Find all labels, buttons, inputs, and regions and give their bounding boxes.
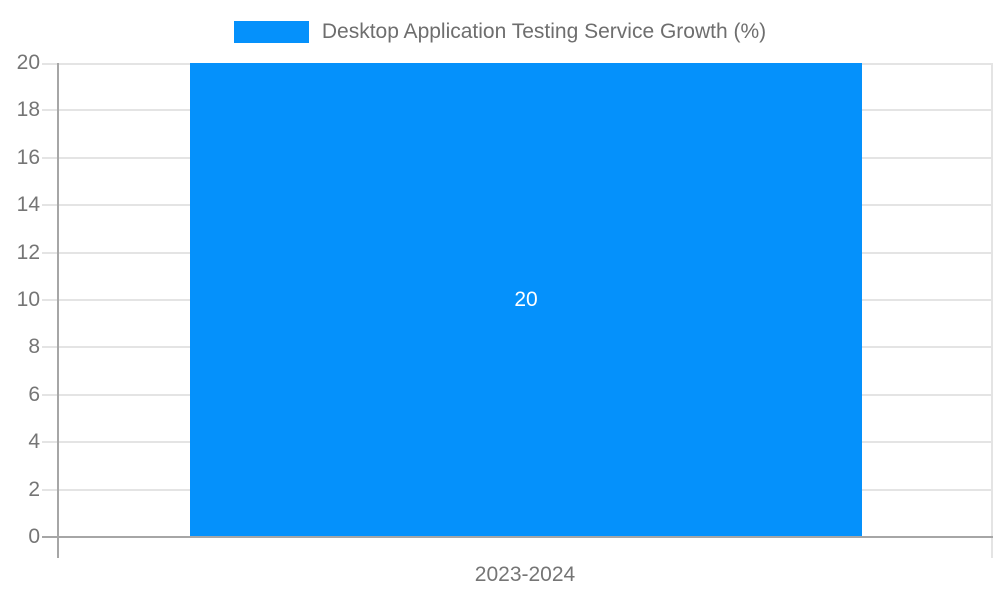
y-tick bbox=[42, 536, 57, 538]
y-tick bbox=[42, 63, 57, 65]
y-tick-label: 6 bbox=[28, 383, 40, 406]
y-tick-label: 2 bbox=[28, 478, 40, 501]
plot-area: 20 2023-2024 0 2 4 6 8 10 12 14 16 18 20 bbox=[17, 51, 993, 586]
x-axis-baseline bbox=[57, 536, 993, 538]
legend-label: Desktop Application Testing Service Grow… bbox=[321, 20, 767, 43]
bar-2023-2024[interactable]: 20 bbox=[190, 63, 862, 537]
y-tick-label: 0 bbox=[28, 525, 40, 548]
chart-legend[interactable]: Desktop Application Testing Service Grow… bbox=[0, 21, 1000, 43]
y-tick-label: 10 bbox=[16, 288, 40, 311]
y-tick bbox=[42, 489, 57, 491]
y-tick-label: 8 bbox=[28, 335, 40, 358]
plot-right-border bbox=[991, 63, 993, 558]
y-tick bbox=[42, 441, 57, 443]
y-tick-label: 14 bbox=[16, 193, 40, 216]
y-tick bbox=[42, 204, 57, 206]
bar-value-label: 20 bbox=[514, 288, 538, 311]
y-tick bbox=[42, 109, 57, 111]
y-tick-label: 18 bbox=[16, 98, 40, 121]
legend-swatch bbox=[233, 21, 309, 43]
y-tick bbox=[42, 252, 57, 254]
y-tick-label: 4 bbox=[28, 430, 40, 453]
y-tick bbox=[42, 157, 57, 159]
y-tick bbox=[42, 394, 57, 396]
y-tick-label: 12 bbox=[16, 241, 40, 264]
y-tick bbox=[42, 299, 57, 301]
y-axis-line bbox=[57, 63, 59, 558]
y-tick-label: 16 bbox=[16, 146, 40, 169]
y-tick-label: 20 bbox=[16, 51, 40, 74]
x-axis-category-label: 2023-2024 bbox=[474, 563, 576, 586]
y-tick bbox=[42, 346, 57, 348]
